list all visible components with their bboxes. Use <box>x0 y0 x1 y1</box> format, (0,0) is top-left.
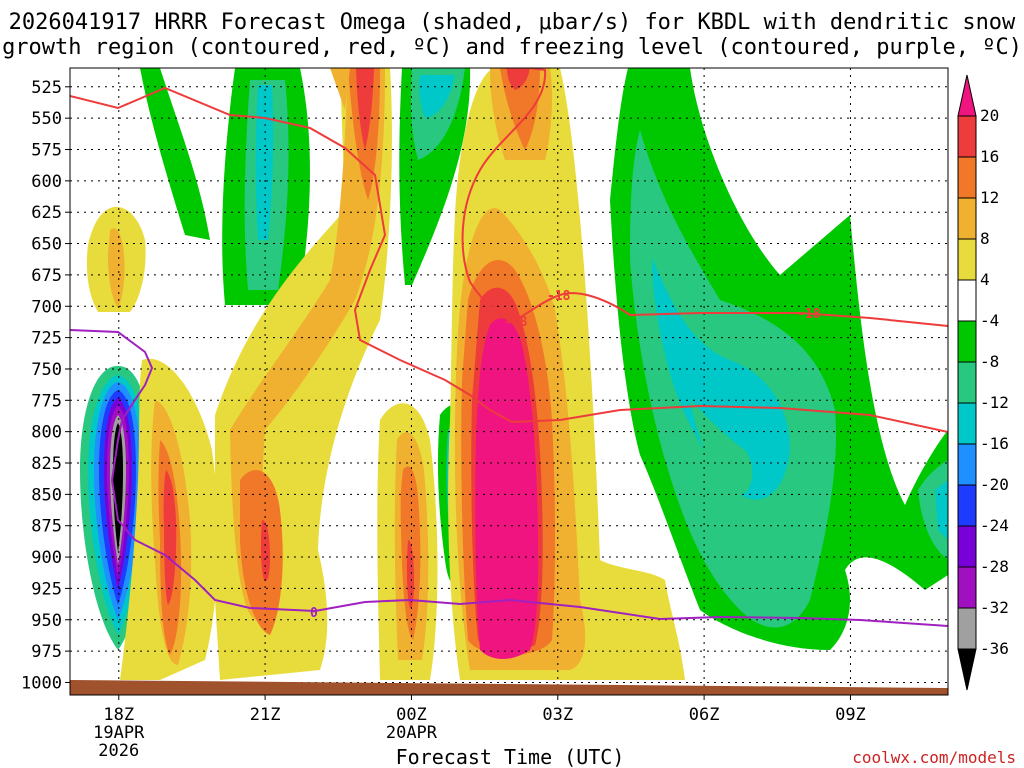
contour-label-dendritic-1: -18 <box>547 289 571 304</box>
colorbar-swatch <box>957 156 977 199</box>
y-tick-label: 975 <box>31 642 62 662</box>
colorbar: 20 16 12 8 4 -4 -8 -12 -16 -20 -24 -28 -32 -36 <box>957 74 1009 691</box>
chart-title-line-2: growth region (contoured, red, ºC) and f… <box>2 35 1022 60</box>
colorbar-swatch <box>957 566 977 609</box>
y-tick-label: 825 <box>31 454 62 474</box>
colorbar-label: -12 <box>980 393 1009 412</box>
y-tick-label: 575 <box>31 141 62 161</box>
colorbar-swatch <box>957 443 977 486</box>
y-tick-label: 625 <box>31 203 62 223</box>
contour-label-dendritic-2: -18 <box>504 315 528 330</box>
x-tick-label: 2026 <box>98 741 139 761</box>
colorbar-swatch <box>957 115 977 158</box>
y-tick-label: 850 <box>31 485 62 505</box>
x-tick-label: 09Z <box>835 705 866 725</box>
chart-title-line-1: 2026041917 HRRR Forecast Omega (shaded, … <box>9 10 1016 35</box>
y-tick-label: 950 <box>31 611 62 631</box>
colorbar-label: -28 <box>980 557 1009 576</box>
y-tick-label: 600 <box>31 172 62 192</box>
y-tick-label: 725 <box>31 329 62 349</box>
colorbar-label: -4 <box>980 311 999 330</box>
y-tick-label: 650 <box>31 235 62 255</box>
omega-negative-regions <box>80 68 948 650</box>
y-axis: 525 550 575 600 625 650 675 700 725 750 775 800 825 8… <box>21 78 70 693</box>
colorbar-label: 8 <box>980 229 990 248</box>
x-tick-label: 00Z <box>396 705 427 725</box>
y-tick-label: 800 <box>31 423 62 443</box>
colorbar-label: -16 <box>980 434 1009 453</box>
x-tick-label: 06Z <box>689 705 720 725</box>
colorbar-label: 4 <box>980 270 990 289</box>
y-tick-label: 700 <box>31 297 62 317</box>
contour-label-dendritic-3: -18 <box>797 307 821 322</box>
x-tick-label: 18Z <box>103 705 134 725</box>
y-tick-label: 675 <box>31 266 62 286</box>
y-tick-label: 750 <box>31 360 62 380</box>
y-tick-label: 525 <box>31 78 62 98</box>
colorbar-label: -24 <box>980 516 1009 535</box>
y-tick-label: 900 <box>31 548 62 568</box>
colorbar-label: 12 <box>980 188 999 207</box>
omega-positive-regions <box>86 68 685 680</box>
y-tick-label: 875 <box>31 517 62 537</box>
colorbar-label: 20 <box>980 106 999 125</box>
colorbar-swatch <box>957 607 977 650</box>
colorbar-label: -20 <box>980 475 1009 494</box>
colorbar-swatch <box>957 320 977 363</box>
x-tick-label: 21Z <box>250 705 281 725</box>
colorbar-label: 16 <box>980 147 999 166</box>
colorbar-swatch <box>957 648 977 691</box>
y-tick-label: 550 <box>31 109 62 129</box>
x-tick-label: 03Z <box>542 705 573 725</box>
y-tick-label: 925 <box>31 579 62 599</box>
colorbar-label: -8 <box>980 352 999 371</box>
x-axis-label: Forecast Time (UTC) <box>396 745 625 768</box>
watermark-text: coolwx.com/models <box>852 748 1016 767</box>
dendritic-contours <box>70 68 948 433</box>
colorbar-swatch <box>957 197 977 240</box>
colorbar-label: -36 <box>980 639 1009 658</box>
x-tick-label: 20APR <box>386 723 438 743</box>
colorbar-swatch <box>957 525 977 568</box>
ground-fill <box>70 680 948 695</box>
colorbar-swatch <box>957 74 977 117</box>
y-tick-label: 775 <box>31 391 62 411</box>
plot-area: -18 -18 -18 0 <box>70 68 948 695</box>
colorbar-swatch <box>957 238 977 281</box>
x-tick-label: 19APR <box>93 723 145 743</box>
contour-label-freezing: 0 <box>310 606 318 621</box>
plot-frame <box>69 67 949 696</box>
colorbar-swatch <box>957 361 977 404</box>
colorbar-swatch <box>957 279 977 322</box>
y-tick-label: 1000 <box>21 673 62 693</box>
colorbar-label: -32 <box>980 598 1009 617</box>
freezing-level-contour <box>70 329 948 627</box>
colorbar-swatch <box>957 484 977 527</box>
colorbar-swatch <box>957 402 977 445</box>
